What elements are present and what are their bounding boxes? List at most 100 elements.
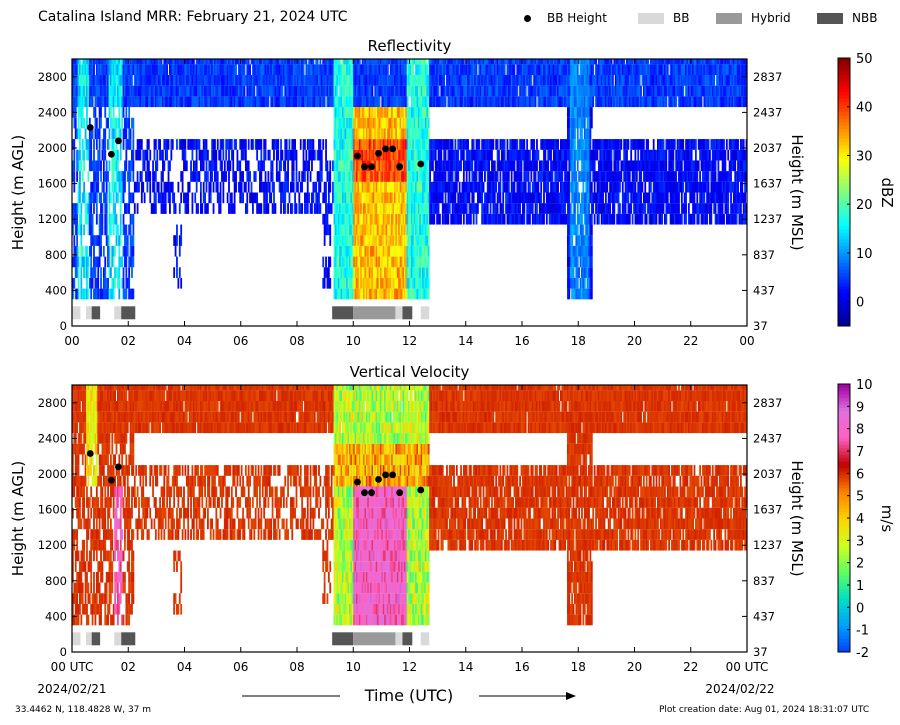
heatmap-cell <box>443 160 446 172</box>
heatmap-cell <box>551 171 554 182</box>
heatmap-cell <box>416 256 419 268</box>
heatmap-cell <box>381 160 384 172</box>
heatmap-cell <box>412 288 415 300</box>
heatmap-cell <box>375 224 378 236</box>
heatmap-cell <box>114 59 116 65</box>
heatmap-cell <box>424 59 427 65</box>
heatmap-cell <box>391 107 394 118</box>
heatmap-cell <box>387 107 389 118</box>
heatmap-cell <box>416 277 419 289</box>
heatmap-cell <box>247 75 250 86</box>
heatmap-cell <box>423 160 426 172</box>
heatmap-cell <box>433 85 436 97</box>
heatmap-cell <box>432 203 434 214</box>
heatmap-cell <box>287 75 289 86</box>
legend-label-hybrid: Hybrid <box>751 11 791 25</box>
heatmap-cell <box>143 192 146 204</box>
heatmap-cell <box>250 192 253 204</box>
heatmap-cell <box>358 203 361 214</box>
heatmap-cell <box>149 85 152 97</box>
heatmap-cell <box>336 96 339 108</box>
heatmap-cell <box>316 192 319 204</box>
heatmap-cell <box>334 64 337 76</box>
heatmap-cell <box>343 139 346 150</box>
heatmap-cell <box>183 192 185 204</box>
heatmap-cell <box>423 64 426 76</box>
heatmap-cell <box>292 75 295 86</box>
heatmap-cell <box>372 149 375 161</box>
heatmap-cell <box>377 192 379 204</box>
heatmap-cell <box>409 203 412 214</box>
heatmap-cell <box>236 59 239 65</box>
heatmap-cell <box>388 85 391 97</box>
heatmap-cell <box>394 245 396 257</box>
heatmap-cell <box>536 139 538 150</box>
heatmap-cell <box>430 213 433 225</box>
heatmap-cell <box>394 85 396 97</box>
heatmap-cell <box>408 59 410 65</box>
heatmap-cell <box>104 85 107 97</box>
heatmap-cell <box>223 75 226 86</box>
heatmap-cell <box>436 192 439 204</box>
heatmap-cell <box>319 85 322 97</box>
heatmap-cell <box>80 256 83 268</box>
heatmap-cell <box>334 213 337 225</box>
heatmap-cell <box>342 96 344 108</box>
heatmap-cell <box>424 128 427 140</box>
heatmap-cell <box>97 160 100 172</box>
heatmap-cell <box>164 64 167 76</box>
heatmap-cell <box>371 128 374 140</box>
heatmap-cell <box>122 267 125 278</box>
heatmap-cell <box>173 192 176 204</box>
heatmap-cell <box>364 181 367 193</box>
heatmap-cell <box>354 139 357 150</box>
heatmap-cell <box>244 139 247 150</box>
heatmap-cell <box>133 96 136 108</box>
heatmap-cell <box>131 256 133 268</box>
heatmap-cell <box>394 181 396 193</box>
heatmap-cell <box>402 59 405 65</box>
heatmap-cell <box>105 213 108 225</box>
heatmap-cell <box>399 64 402 76</box>
heatmap-cell <box>209 96 212 108</box>
heatmap-cell <box>395 267 398 278</box>
heatmap-cell <box>77 245 80 257</box>
heatmap-cell <box>423 192 426 204</box>
heatmap-cell <box>325 192 327 204</box>
heatmap-cell <box>422 64 424 76</box>
heatmap-cell <box>364 85 367 97</box>
heatmap-cell <box>118 267 121 278</box>
legend-swatch-hybrid <box>716 12 742 24</box>
heatmap-cell <box>97 64 100 76</box>
heatmap-cell <box>408 277 410 289</box>
heatmap-cell <box>79 64 81 76</box>
heatmap-cell <box>118 171 121 182</box>
heatmap-cell <box>460 213 462 225</box>
heatmap-cell <box>468 171 471 182</box>
heatmap-cell <box>343 267 346 278</box>
heatmap-cell <box>353 245 356 257</box>
heatmap-cell <box>122 107 125 118</box>
heatmap-cell <box>568 288 571 300</box>
heatmap-cell <box>572 267 575 278</box>
heatmap-cell <box>327 224 330 236</box>
heatmap-cell <box>195 181 198 193</box>
heatmap-cell <box>207 75 209 86</box>
heatmap-cell <box>242 171 244 182</box>
heatmap-cell <box>312 59 315 65</box>
heatmap-cell <box>357 235 360 246</box>
heatmap-cell <box>81 149 84 161</box>
heatmap-cell <box>263 75 266 86</box>
heatmap-cell <box>108 245 111 257</box>
heatmap-cell <box>402 64 405 76</box>
heatmap-cell <box>305 192 308 204</box>
heatmap-cell <box>274 75 277 86</box>
heatmap-cell <box>439 192 441 204</box>
heatmap-cell <box>384 128 386 140</box>
heatmap-cell <box>424 75 427 86</box>
heatmap-cell <box>342 245 344 257</box>
heatmap-cell <box>382 267 385 278</box>
heatmap-cell <box>343 75 346 86</box>
heatmap-cell <box>109 192 112 204</box>
heatmap-cell <box>342 128 344 140</box>
